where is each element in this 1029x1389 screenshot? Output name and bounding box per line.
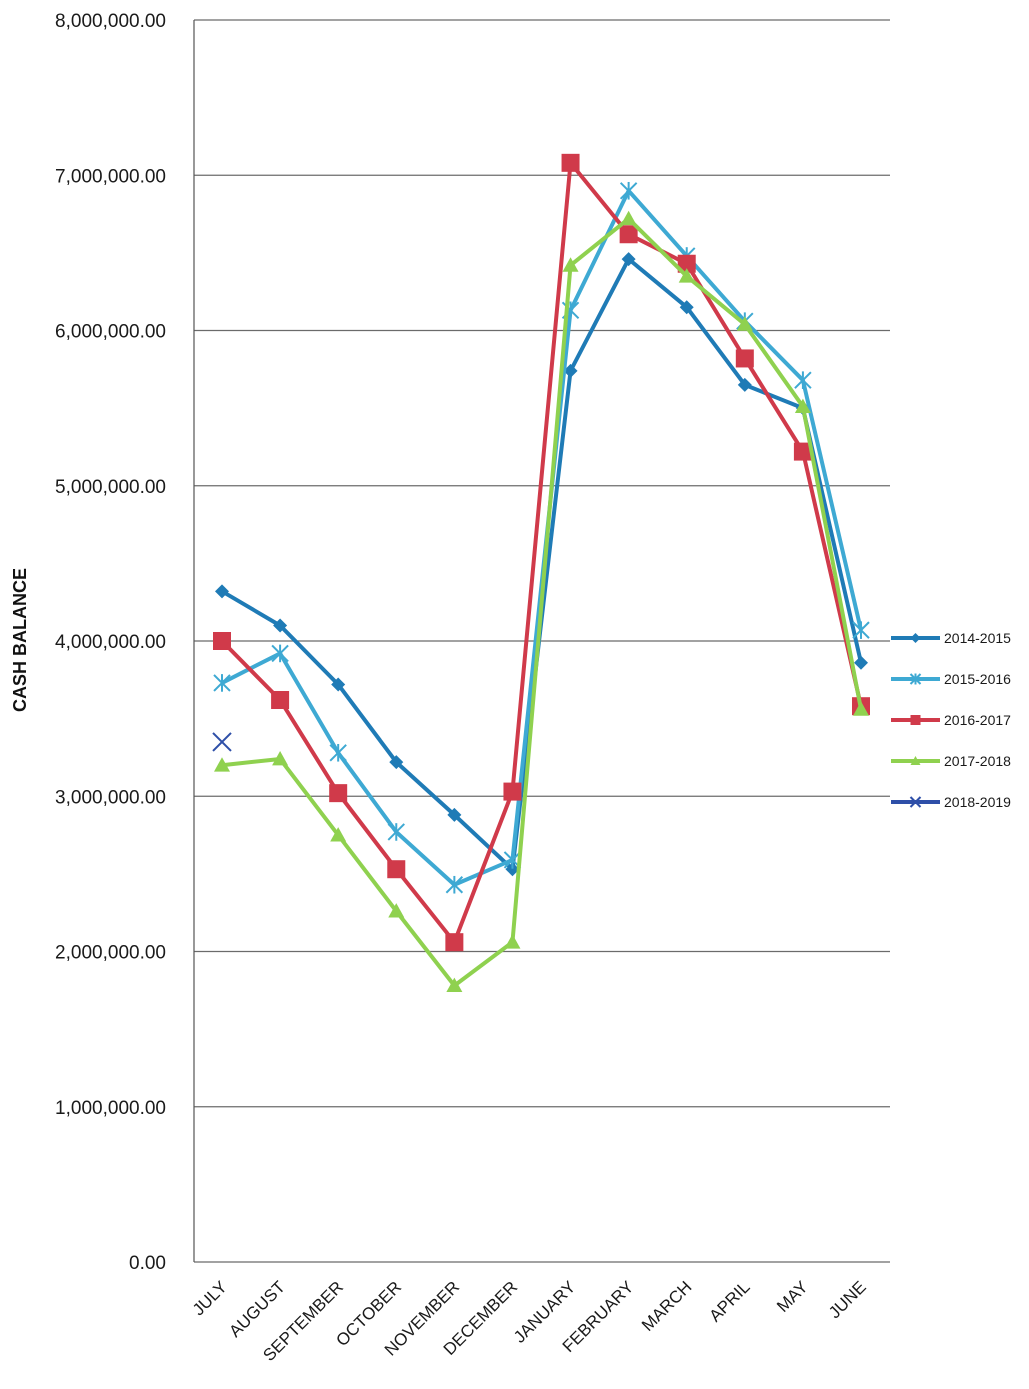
- series-line: [221, 188, 863, 887]
- series-2017-2018: [214, 210, 869, 993]
- legend-label: 2014-2015: [944, 630, 1011, 646]
- data-point: [330, 827, 347, 842]
- series-2016-2017: [213, 153, 870, 952]
- y-tick-label: 8,000,000.00: [55, 11, 166, 32]
- series-line: [220, 160, 863, 945]
- legend-item-2015-2016: 2015-2016: [891, 671, 1011, 687]
- data-point: [271, 690, 290, 709]
- data-point: [272, 750, 289, 766]
- data-point: [619, 225, 638, 244]
- y-tick-label: 6,000,000.00: [55, 322, 166, 343]
- y-axis-title: CASH BALANCE: [10, 568, 30, 712]
- data-point: [389, 755, 404, 770]
- data-point: [271, 644, 289, 663]
- x-tick-label: MAY: [773, 1277, 812, 1316]
- data-point: [446, 977, 463, 993]
- data-point: [504, 934, 521, 949]
- data-point: [445, 875, 464, 894]
- legend-item-2016-2017: 2016-2017: [891, 712, 1011, 728]
- y-tick-label: 5,000,000.00: [55, 477, 166, 498]
- data-point: [213, 674, 231, 692]
- legend-marker: [910, 756, 921, 765]
- data-point: [329, 784, 348, 803]
- legend-label: 2016-2017: [944, 712, 1011, 728]
- x-tick-label: APRIL: [705, 1277, 753, 1325]
- data-point: [853, 701, 869, 716]
- data-point: [735, 349, 754, 368]
- y-tick-label: 3,000,000.00: [55, 787, 166, 808]
- legend-label: 2018-2019: [944, 794, 1011, 810]
- data-point: [678, 268, 695, 283]
- data-point: [562, 257, 579, 272]
- legend-item-2017-2018: 2017-2018: [891, 753, 1011, 769]
- series-group: [212, 153, 870, 993]
- legend-marker: [909, 796, 922, 808]
- y-tick-label: 4,000,000.00: [55, 632, 166, 653]
- data-point: [793, 442, 812, 461]
- data-point: [329, 743, 347, 762]
- legend: 2014-2015 2015-2016 2016-2017 2017-2018 2018…: [891, 630, 1011, 810]
- data-point: [331, 677, 346, 692]
- data-point: [794, 398, 811, 413]
- data-point: [505, 862, 520, 877]
- data-point: [503, 782, 522, 801]
- data-point: [737, 377, 752, 392]
- legend-marker: [910, 715, 921, 725]
- data-point: [677, 254, 696, 273]
- data-point: [736, 316, 753, 331]
- data-point: [619, 181, 638, 200]
- series-line: [221, 216, 863, 988]
- data-point: [387, 823, 405, 841]
- y-tick-label: 2,000,000.00: [55, 943, 166, 964]
- y-tick-label: 0.00: [129, 1253, 166, 1274]
- legend-marker: [909, 673, 922, 685]
- y-tick-label: 7,000,000.00: [55, 166, 166, 187]
- data-point: [679, 300, 694, 315]
- data-point: [273, 618, 288, 633]
- data-point: [388, 903, 405, 918]
- x-tick-label: JUNE: [825, 1277, 870, 1322]
- data-point: [387, 860, 406, 879]
- legend-label: 2017-2018: [944, 753, 1011, 769]
- data-point: [620, 210, 637, 226]
- data-point: [213, 632, 231, 650]
- data-point: [621, 252, 636, 267]
- legend-marker: [910, 633, 921, 643]
- data-point: [447, 807, 462, 822]
- axes: 0.00 1,000,000.00 2,000,000.00 3,000,000.00…: [55, 11, 870, 1365]
- data-point: [854, 655, 868, 670]
- data-point: [212, 732, 232, 752]
- data-point: [215, 584, 229, 599]
- legend-label: 2015-2016: [944, 671, 1011, 687]
- data-point: [561, 153, 580, 172]
- legend-item-2014-2015: 2014-2015: [891, 630, 1011, 646]
- data-point: [214, 757, 230, 772]
- data-point: [563, 363, 578, 378]
- gridlines: [194, 19, 890, 1263]
- series-2018-2019: [212, 732, 232, 752]
- series-2015-2016: [213, 181, 870, 894]
- y-tick-label: 1,000,000.00: [55, 1098, 166, 1119]
- legend-item-2018-2019: 2018-2019: [891, 794, 1011, 810]
- data-point: [794, 371, 812, 389]
- data-point: [445, 933, 464, 952]
- data-point: [852, 621, 870, 639]
- x-tick-label: MARCH: [638, 1277, 696, 1335]
- x-tick-label: JULY: [189, 1277, 231, 1319]
